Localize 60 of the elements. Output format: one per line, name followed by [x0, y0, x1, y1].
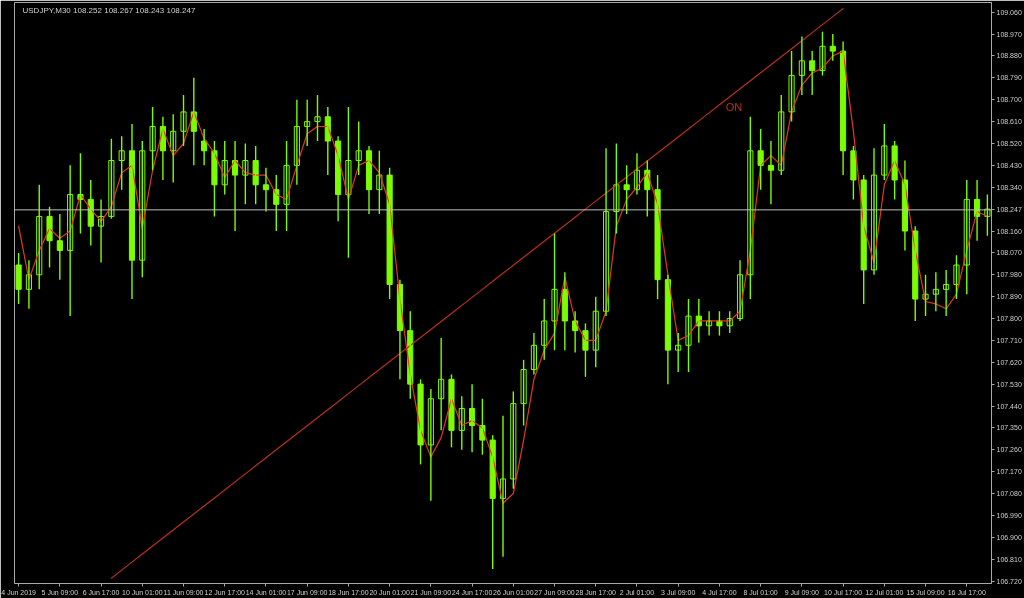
- candlestick: [953, 254, 960, 300]
- candlestick: [819, 30, 826, 77]
- candlestick: [376, 150, 383, 215]
- candlestick: [623, 164, 630, 215]
- candlestick: [798, 35, 805, 96]
- candlestick: [881, 123, 888, 181]
- candlestick: [633, 152, 641, 196]
- candlestick: [458, 395, 465, 451]
- candlestick: [747, 116, 754, 300]
- candlestick: [97, 198, 105, 264]
- candlestick: [293, 99, 300, 186]
- candlestick: [541, 298, 548, 361]
- candlestick: [448, 373, 455, 449]
- candlestick: [943, 269, 950, 317]
- candlestick: [788, 50, 795, 123]
- candlestick: [211, 140, 218, 218]
- candlestick: [438, 337, 445, 432]
- candlestick: [345, 106, 352, 259]
- candlestick: [778, 94, 785, 176]
- chart-title: USDJPY,M30 108.252 108.267 108.243 108.247: [22, 5, 196, 15]
- candlestick: [932, 271, 939, 312]
- candlestick: [510, 390, 517, 490]
- candlestick: [283, 140, 290, 232]
- candlestick: [304, 99, 311, 147]
- candlestick: [221, 140, 228, 196]
- candlestick: [520, 359, 527, 427]
- candlestick: [118, 135, 125, 191]
- candlestick: [592, 295, 599, 368]
- series-label: ON: [725, 100, 743, 113]
- candlestick: [582, 322, 589, 378]
- candlestick: [726, 310, 733, 334]
- candlestick: [139, 140, 146, 278]
- candlestick: [757, 128, 764, 191]
- candlestick: [108, 137, 115, 220]
- candlestick: [67, 164, 74, 317]
- candlestick: [170, 113, 177, 184]
- candlestick: [15, 252, 22, 305]
- candlestick: [870, 147, 878, 276]
- candlestick: [180, 94, 187, 147]
- candlestick: [242, 142, 249, 205]
- candlestick: [551, 232, 558, 351]
- candlestick: [25, 259, 32, 310]
- candlestick: [922, 274, 929, 317]
- candlestick: [355, 120, 362, 176]
- candlestick: [963, 179, 970, 295]
- candlestick: [706, 310, 713, 337]
- candlestick: [252, 145, 259, 205]
- candlestick: [685, 298, 692, 373]
- candlestick: [613, 142, 620, 235]
- candlestick: [984, 193, 991, 237]
- candlestick: [499, 415, 507, 558]
- candlestick: [602, 147, 610, 317]
- candlestick: [427, 388, 434, 502]
- candlestick: [36, 184, 43, 291]
- candlestick: [314, 94, 321, 142]
- candlestick: [149, 106, 156, 171]
- candlestick: [736, 259, 744, 322]
- candlestick: [530, 332, 537, 376]
- candlestick: [489, 434, 496, 570]
- candlestick: [675, 332, 682, 373]
